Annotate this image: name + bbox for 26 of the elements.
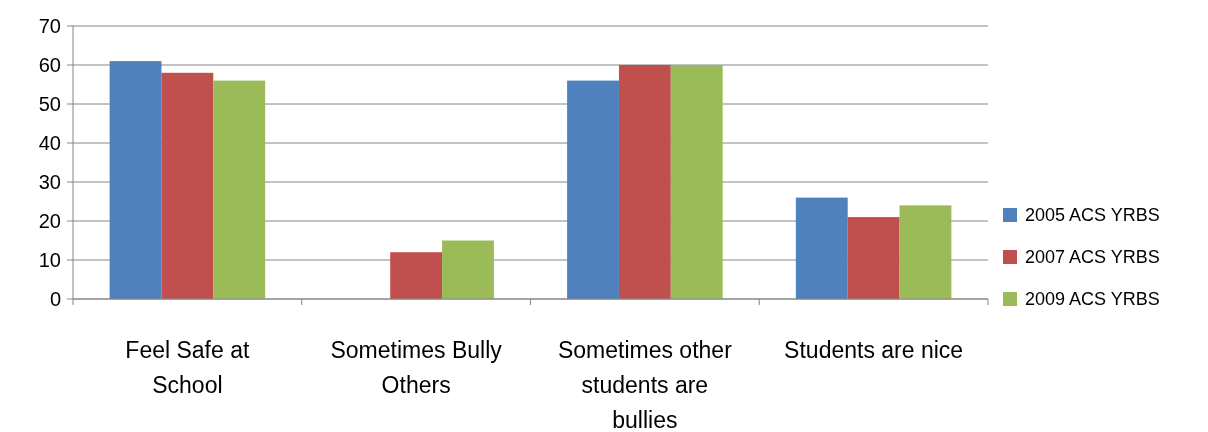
bar	[795, 197, 848, 299]
x-tick-label: Sometimes other students are bullies	[557, 337, 733, 432]
legend-label: 2005 ACS YRBS	[1025, 205, 1160, 226]
x-tick-label: Sometimes Bully Others	[330, 337, 503, 398]
bar	[670, 65, 723, 299]
bar	[213, 80, 266, 299]
y-tick-label: 50	[38, 93, 61, 115]
x-tick-label: Students are nice	[784, 337, 964, 363]
y-tick-label: 30	[38, 171, 61, 193]
y-tick-label: 70	[38, 15, 61, 37]
y-tick-label: 60	[38, 54, 61, 76]
y-tick-label: 20	[38, 210, 61, 232]
bar	[618, 65, 671, 299]
y-tick-label: 40	[38, 132, 61, 154]
legend-label: 2009 ACS YRBS	[1025, 289, 1160, 310]
bar	[899, 205, 952, 299]
bar	[847, 217, 900, 299]
y-tick-label: 0	[49, 288, 61, 310]
bar	[109, 61, 162, 299]
bar	[442, 240, 494, 299]
bar	[390, 252, 443, 299]
x-tick-label: Feel Safe at School	[125, 337, 250, 398]
legend-label: 2007 ACS YRBS	[1025, 247, 1160, 268]
bar	[567, 80, 619, 299]
bar	[161, 72, 214, 299]
y-tick-label: 10	[38, 249, 61, 271]
